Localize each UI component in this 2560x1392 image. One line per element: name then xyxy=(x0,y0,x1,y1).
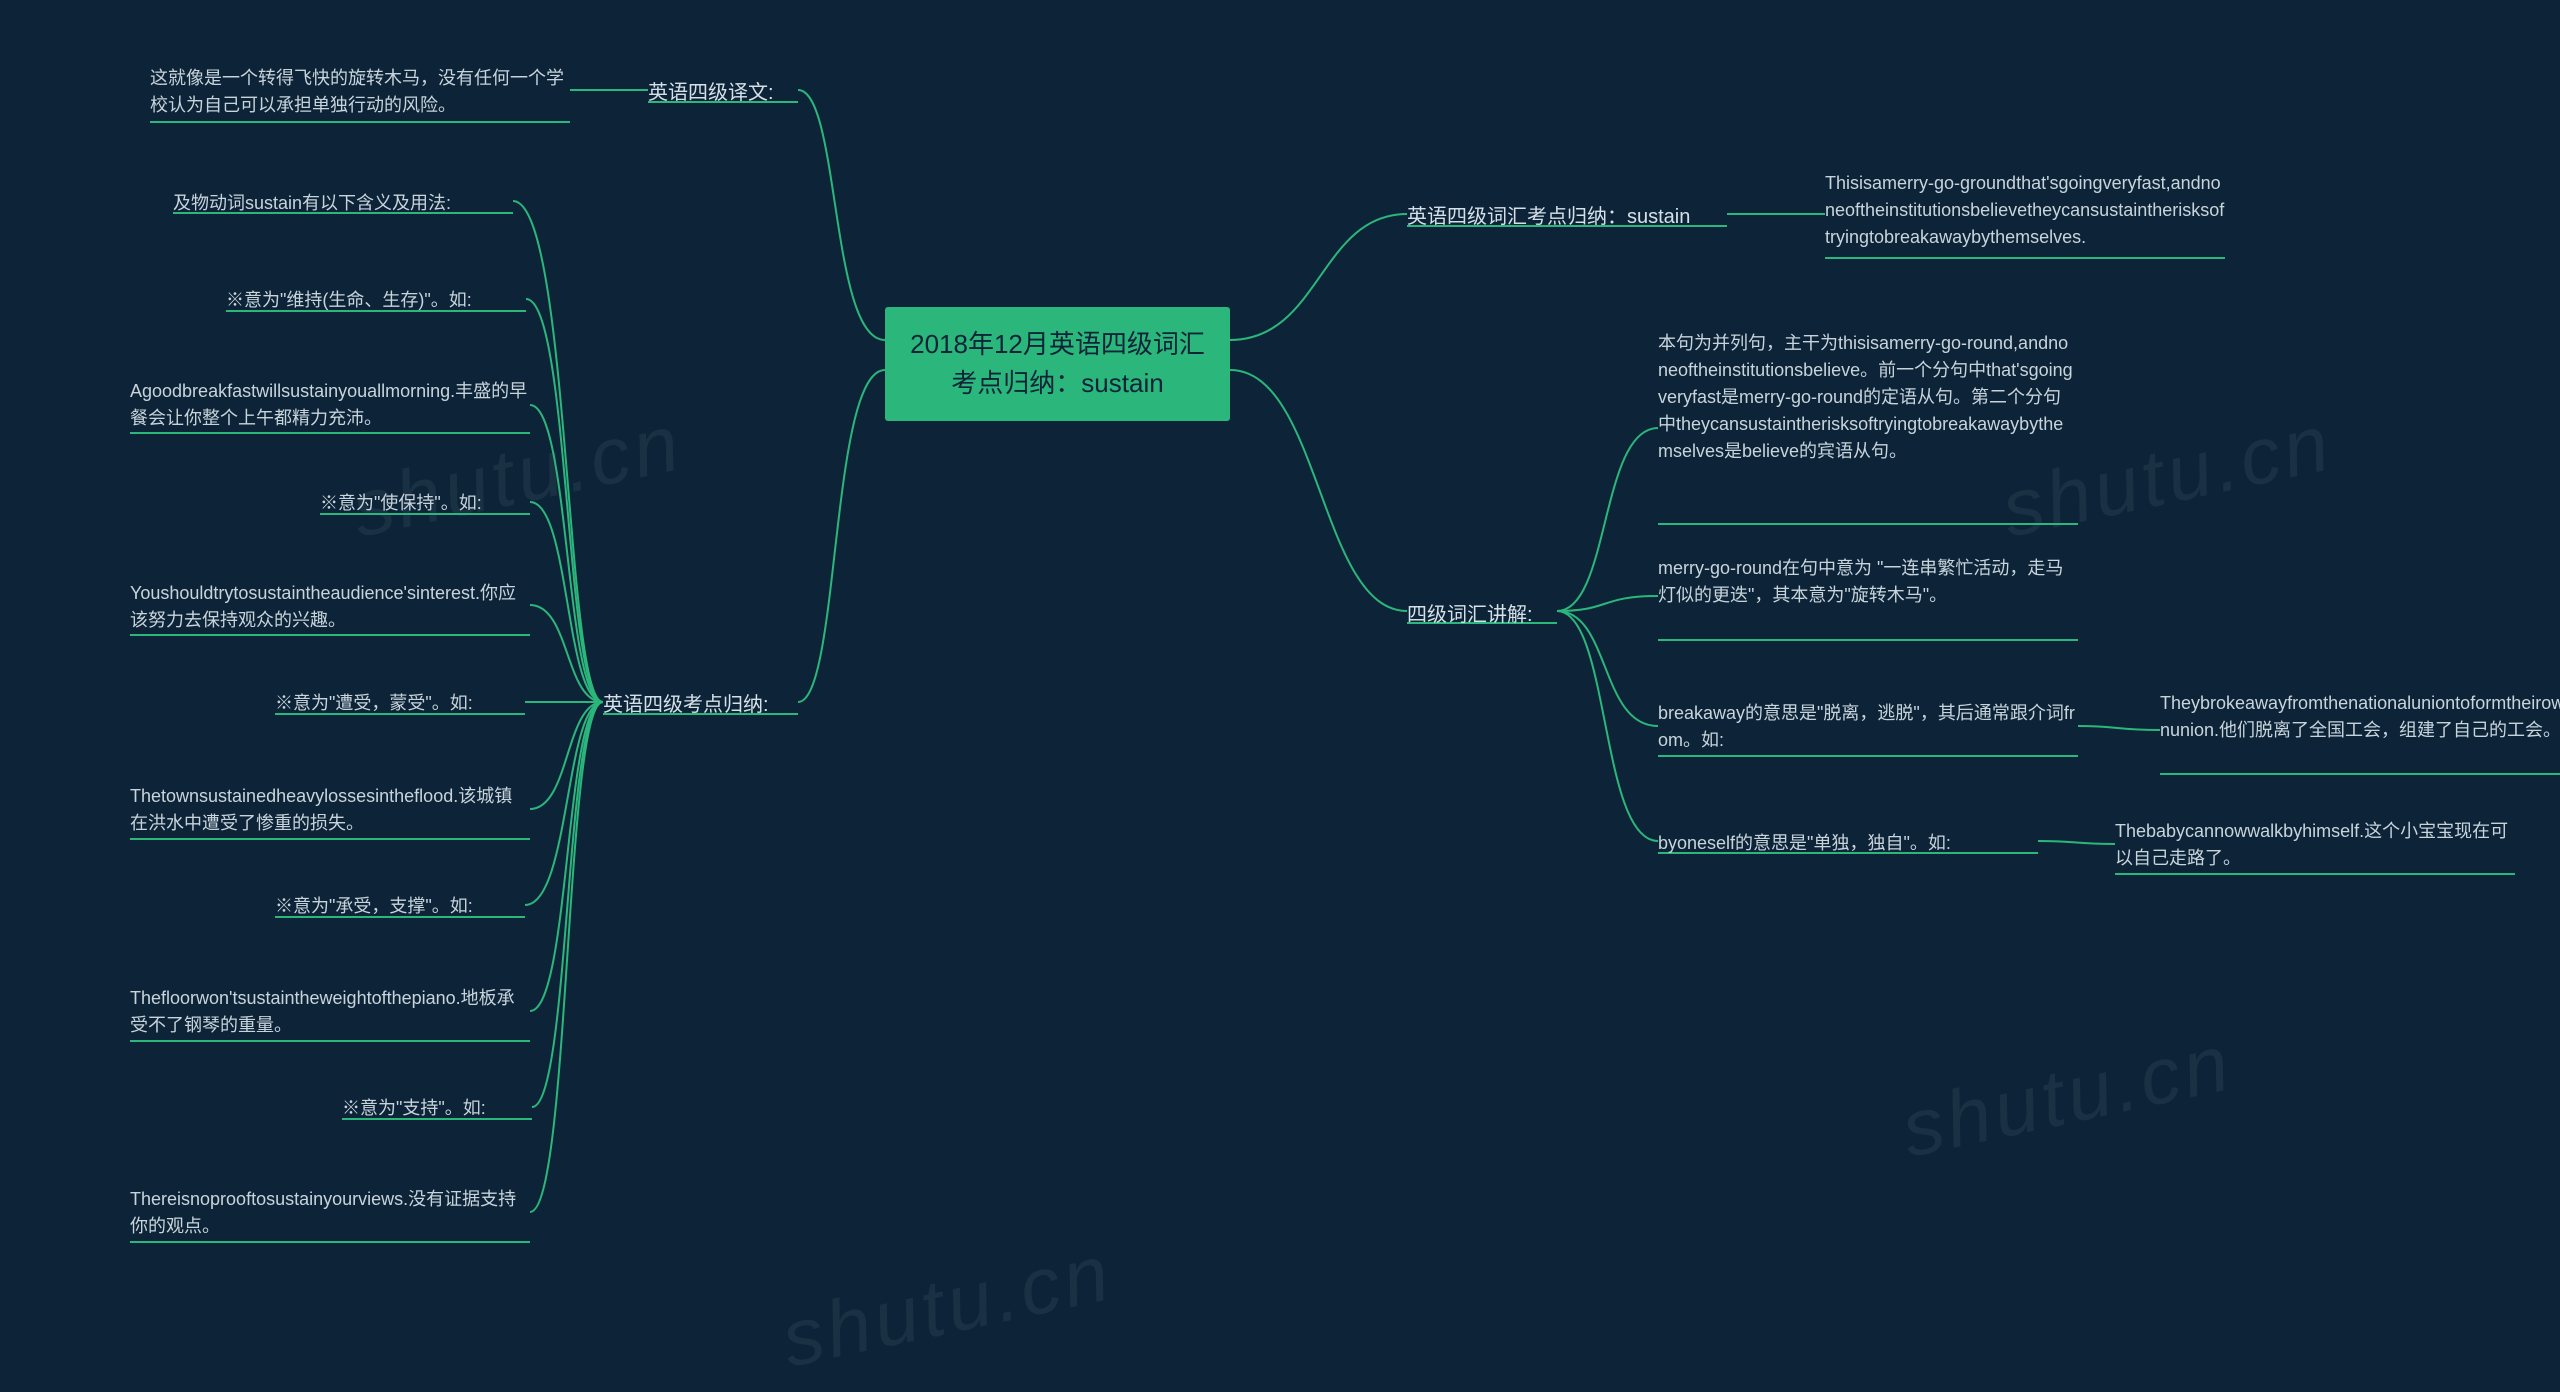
mindmap-root: 2018年12月英语四级词汇 考点归纳：sustain xyxy=(885,307,1230,421)
node-right2-3-0: Thebabycannowwalkbyhimself.这个小宝宝现在可以自己走路… xyxy=(2115,818,2515,872)
node-right2-0: 本句为并列句，主干为thisisamerry-go-round,andnoneo… xyxy=(1658,330,2078,465)
node-left2-6: Thetownsustainedheavylossesintheflood.该城… xyxy=(130,783,530,837)
branch-left1: 英语四级译文: xyxy=(648,78,808,108)
node-left2-9: ※意为"支持"。如: xyxy=(342,1095,532,1122)
node-right2-2: breakaway的意思是"脱离，逃脱"，其后通常跟介词from。如: xyxy=(1658,700,2078,754)
node-right2-1: merry-go-round在句中意为 "一连串繁忙活动，走马灯似的更迭"，其本… xyxy=(1658,555,2078,609)
watermark: shutu.cn xyxy=(1894,1016,2240,1176)
node-left1-0: 这就像是一个转得飞快的旋转木马，没有任何一个学校认为自己可以承担单独行动的风险。 xyxy=(150,65,570,119)
branch-right2: 四级词汇讲解: xyxy=(1407,600,1567,630)
node-left2-2: Agoodbreakfastwillsustainyouallmorning.丰… xyxy=(130,378,530,432)
node-left2-4: Youshouldtrytosustaintheaudience'sintere… xyxy=(130,580,530,634)
node-left2-0: 及物动词sustain有以下含义及用法: xyxy=(173,190,513,217)
node-left2-5: ※意为"遭受，蒙受"。如: xyxy=(275,690,525,717)
node-left2-10: Thereisnoprooftosustainyourviews.没有证据支持你… xyxy=(130,1186,530,1240)
root-line2: 考点归纳：sustain xyxy=(951,368,1163,398)
node-right2-3: byoneself的意思是"单独，独自"。如: xyxy=(1658,830,2038,857)
root-line1: 2018年12月英语四级词汇 xyxy=(910,329,1205,359)
node-left2-7: ※意为"承受，支撑"。如: xyxy=(275,893,525,920)
node-left2-3: ※意为"使保持"。如: xyxy=(320,490,530,517)
node-left2-1: ※意为"维持(生命、生存)"。如: xyxy=(226,287,526,314)
watermark: shutu.cn xyxy=(774,1226,1120,1386)
node-right2-2-0: Theybrokeawayfromthenationaluniontoformt… xyxy=(2160,690,2560,744)
node-left2-8: Thefloorwon'tsustaintheweightofthepiano.… xyxy=(130,985,530,1039)
branch-right1: 英语四级词汇考点归纳：sustain xyxy=(1407,202,1747,232)
node-right1-0: Thisisamerry-go-groundthat'sgoingveryfas… xyxy=(1825,170,2225,251)
branch-left2: 英语四级考点归纳: xyxy=(603,690,803,720)
